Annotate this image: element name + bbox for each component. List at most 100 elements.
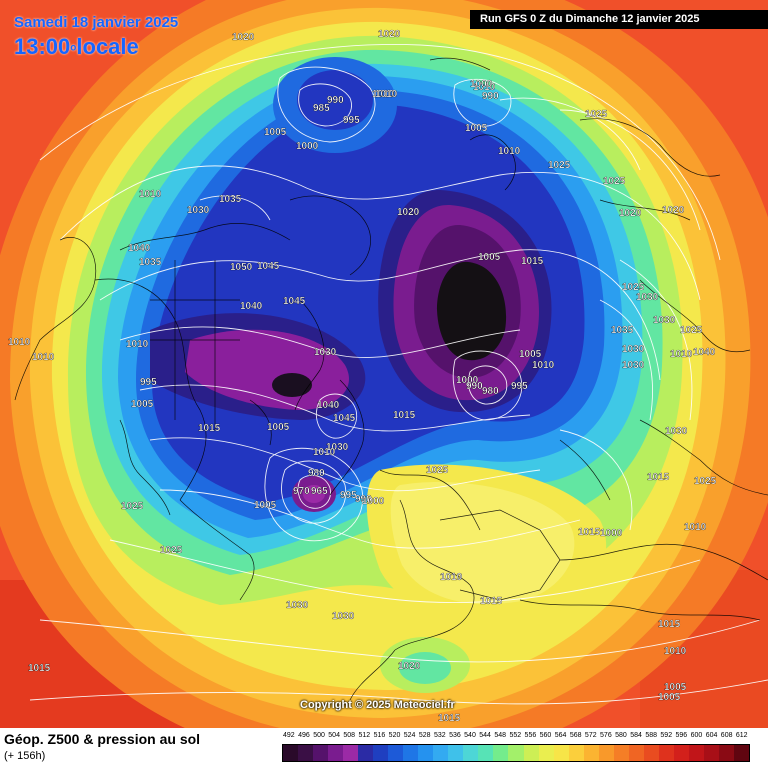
isobar-label: 1000 xyxy=(362,496,385,507)
isobar-label: 1010 xyxy=(375,89,398,100)
isobar-label: 1025 xyxy=(603,176,626,187)
contour-fill-europe-lightyellow xyxy=(390,481,575,605)
isobar-label: 1010 xyxy=(532,360,555,371)
legend-swatch xyxy=(328,745,344,761)
legend-swatch xyxy=(598,745,614,761)
legend-swatch xyxy=(433,745,449,761)
isobar-label: 1015 xyxy=(438,713,461,724)
isobar-label: 965 xyxy=(311,486,328,497)
legend-swatch xyxy=(343,745,359,761)
forecast-date: Samedi 18 janvier 2025 xyxy=(14,14,179,31)
isobar-label: 1030 xyxy=(622,360,645,371)
legend-swatch xyxy=(493,745,509,761)
legend-swatch xyxy=(718,745,734,761)
isobar-label: 1010 xyxy=(664,646,687,657)
isobar-label: 1010 xyxy=(498,146,521,157)
legend-swatch xyxy=(283,745,299,761)
legend-swatch xyxy=(628,745,644,761)
isobar-label: 1010 xyxy=(440,572,463,583)
isobar-label: 1005 xyxy=(465,123,488,134)
isobar-label: 1030 xyxy=(187,205,210,216)
isobar-label: 995 xyxy=(343,115,360,126)
map-footer: Géop. Z500 & pression au sol (+ 156h) 49… xyxy=(0,728,768,768)
legend-color-bar xyxy=(282,744,750,762)
legend-swatch xyxy=(403,745,419,761)
isobar-label: 1015 xyxy=(393,410,416,421)
isobar-label: 1010 xyxy=(8,337,31,348)
legend-swatch xyxy=(418,745,434,761)
geopotential-map: 1020 102010101010990985101099510009901025… xyxy=(0,0,768,728)
isobar-label: 990 xyxy=(482,91,499,102)
isobar-label: 980 xyxy=(308,468,325,479)
isobar-label: 1015 xyxy=(647,472,670,483)
legend-label: 504 xyxy=(328,732,340,739)
legend-label: 520 xyxy=(388,732,401,739)
isobar-label: 1045 xyxy=(333,413,356,424)
legend-label: 580 xyxy=(615,732,627,739)
legend-swatch xyxy=(298,745,314,761)
forecast-lead-time: (+ 156h) xyxy=(4,750,46,762)
legend-swatch xyxy=(358,745,374,761)
isobar-label: 1015 xyxy=(658,619,681,630)
isobar-labels: 1020 102010101010990985101099510009901025… xyxy=(8,29,717,724)
isobar-label: 1020 xyxy=(397,207,420,218)
isobar-label: 1000 xyxy=(470,79,493,90)
isobar-label: 1040 xyxy=(693,347,716,358)
legend-label: 492 xyxy=(283,732,295,739)
isobar-label: 1020 xyxy=(398,661,421,672)
isobar-label: 1030 xyxy=(332,611,355,622)
isobar-label: 1030 xyxy=(326,442,349,453)
legend-swatch xyxy=(658,745,674,761)
legend-swatch xyxy=(448,745,464,761)
legend-swatch xyxy=(478,745,494,761)
legend-swatch xyxy=(313,745,329,761)
copyright-notice: Copyright © 2025 Meteociel.fr xyxy=(300,699,455,711)
isobar-lines xyxy=(29,44,768,705)
isobar-label: 1010 xyxy=(313,447,336,458)
legend-swatch xyxy=(568,745,584,761)
isobar-label: 1015 xyxy=(521,256,544,267)
legend-label: 584 xyxy=(630,732,642,739)
isobar-label: 1030 xyxy=(286,600,309,611)
isobar-label: 1025 xyxy=(160,545,183,556)
isobar-label: 1040 xyxy=(128,243,151,254)
legend-swatch xyxy=(373,745,389,761)
legend-swatch xyxy=(583,745,599,761)
isobar-label: 1020 xyxy=(619,208,642,219)
isobar-label: 1010 xyxy=(684,522,707,533)
isobar-label: 1020 xyxy=(232,32,255,43)
isobar-label: 1025 xyxy=(680,325,703,336)
isobar-label: 1005 xyxy=(254,500,277,511)
isobar-label: 1010 xyxy=(473,82,496,93)
legend-label: 496 xyxy=(298,732,310,739)
legend-label: 608 xyxy=(720,732,733,739)
isobar-label: 1015 xyxy=(28,663,51,674)
legend-label: 592 xyxy=(660,732,673,739)
isobar-label: 1005 xyxy=(267,422,290,433)
isobar-label: 1000 xyxy=(456,375,479,386)
isobar-label: 1025 xyxy=(121,501,144,512)
isobar-label: 1015 xyxy=(578,527,601,538)
legend-swatch xyxy=(463,745,479,761)
legend-label: 532 xyxy=(433,732,446,739)
legend-swatch xyxy=(508,745,524,761)
legend-label: 556 xyxy=(524,732,537,739)
color-scale-legend: 492 496 500 504 508 512 516 520 524 528 532 536 540 5… xyxy=(282,732,750,764)
contour-fill-pacific-deepblue xyxy=(297,70,373,130)
legend-label: 536 xyxy=(449,732,461,739)
isobar-label: 1050 xyxy=(230,262,253,273)
legend-label: 604 xyxy=(705,732,718,739)
isobar-label: 1000 xyxy=(600,528,623,539)
isobar-label: 1025 xyxy=(622,282,645,293)
isobar-label: 1025 xyxy=(585,109,608,120)
legend-label: 576 xyxy=(600,732,612,739)
legend-swatch xyxy=(538,745,554,761)
isobar-label: 1030 xyxy=(665,426,688,437)
isobar-label: 990 xyxy=(327,95,344,106)
forecast-time-value: 13:00 xyxy=(14,34,71,59)
isobar-label: 1030 xyxy=(636,292,659,303)
isobar-label: 1005 xyxy=(664,682,687,693)
legend-label: 564 xyxy=(554,732,567,739)
forecast-time: 13:00olocale xyxy=(14,34,139,59)
